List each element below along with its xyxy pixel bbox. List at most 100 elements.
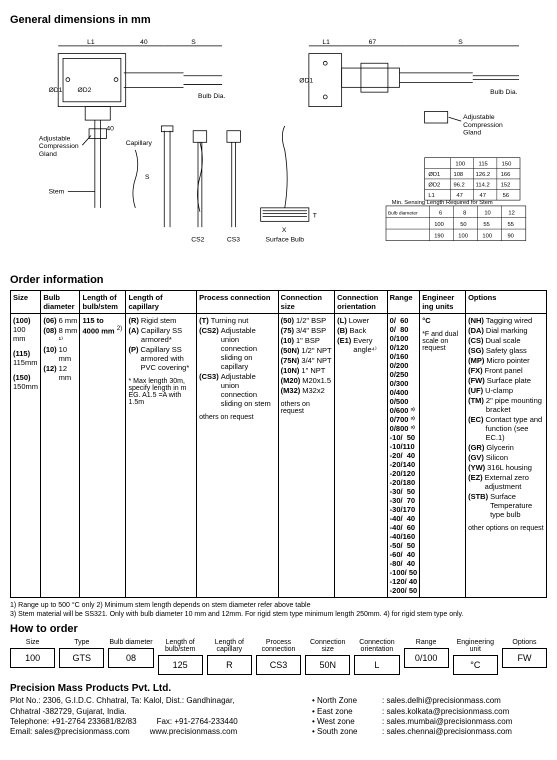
svg-text:Adjustable: Adjustable	[39, 135, 71, 142]
howto-label: Process connection	[256, 639, 301, 653]
order-cell-range: 0/ 600/ 800/1000/1200/1600/2000/2500/300…	[387, 314, 420, 598]
dimensions-diagram: L1 40 S ØD1 ØD2 Bulb Dia. Adjustable Com…	[10, 30, 547, 270]
order-cell: (R)Rigid stem(A)Capillary SS armored*(P)…	[126, 314, 197, 598]
howto-item: Length of capillary R	[207, 639, 252, 675]
svg-text:100: 100	[434, 222, 444, 228]
howto-value: 08	[108, 648, 153, 668]
company-fax: Fax: +91-2764-233440	[157, 717, 238, 727]
diagram-area: L1 40 S ØD1 ØD2 Bulb Dia. Adjustable Com…	[10, 30, 547, 270]
howto-value: FW	[502, 648, 547, 668]
howto-label: Length of bulb/stem	[158, 639, 203, 653]
svg-text:S: S	[458, 39, 463, 46]
howto-label: Range	[404, 639, 449, 646]
order-table: SizeBulb diameterLength of bulb/stemLeng…	[10, 290, 547, 598]
howto-value: CS3	[256, 655, 301, 675]
svg-text:100: 100	[458, 234, 468, 240]
svg-text:Gland: Gland	[463, 130, 481, 137]
svg-text:ØD1: ØD1	[299, 78, 313, 85]
svg-text:114.2: 114.2	[476, 183, 490, 189]
order-cell: °C*F and dual scale on request	[420, 314, 466, 598]
howto-value: 0/100	[404, 648, 449, 668]
svg-text:190: 190	[434, 234, 444, 240]
svg-text:Compression: Compression	[463, 122, 503, 129]
order-header: Options	[466, 291, 547, 314]
howto-label: Size	[10, 639, 55, 646]
howto-item: Length of bulb/stem 125	[158, 639, 203, 675]
order-cell: 115 to4000 mm 2)	[80, 314, 126, 598]
order-cell: (100)100 mm(115)115mm(150)150mm	[11, 314, 41, 598]
howto-item: Size 100	[10, 639, 55, 675]
company-block: Precision Mass Products Pvt. Ltd. Plot N…	[10, 683, 547, 738]
howto-value: 50N	[305, 655, 350, 675]
svg-text:Bulb Dia.: Bulb Dia.	[490, 89, 517, 96]
svg-text:55: 55	[507, 222, 513, 228]
svg-text:Capillary: Capillary	[126, 140, 153, 147]
howto-value: 125	[158, 655, 203, 675]
order-cell: (06)6 mm(08)8 mm ¹⁾(10)10 mm(12)12 mm	[41, 314, 80, 598]
howto-row: Size100TypeGTSBulb diameter08Length of b…	[10, 639, 547, 675]
svg-text:Compression: Compression	[39, 143, 79, 150]
svg-text:Bulb diameter: Bulb diameter	[388, 211, 418, 217]
howto-label: Connection orientation	[354, 639, 399, 653]
zone-row: • East zone: sales.kolkata@precisionmass…	[312, 707, 547, 717]
order-header: Length of capillary	[126, 291, 197, 314]
svg-text:Stem: Stem	[49, 188, 65, 195]
footnote-1: 1) Range up to 500 °C only 2) Minimum st…	[10, 601, 547, 610]
svg-text:40: 40	[140, 39, 148, 46]
svg-text:S: S	[145, 174, 150, 181]
howto-value: °C	[453, 655, 498, 675]
svg-text:Min. Sensing Length Required f: Min. Sensing Length Required for Stem	[392, 200, 493, 206]
order-cell: (L)Lower(B)Back(E1)Every angle⁴⁾	[335, 314, 388, 598]
howto-item: Connection size 50N	[305, 639, 350, 675]
order-cell: (T)Turning nut(CS2)Adjustable union conn…	[197, 314, 279, 598]
svg-text:8: 8	[463, 211, 466, 217]
svg-text:96.2: 96.2	[453, 183, 464, 189]
svg-text:100: 100	[455, 161, 465, 167]
svg-text:12: 12	[508, 211, 514, 217]
company-name: Precision Mass Products Pvt. Ltd.	[10, 683, 547, 694]
howto-value: R	[207, 655, 252, 675]
svg-text:50: 50	[460, 222, 466, 228]
order-header: Size	[11, 291, 41, 314]
svg-text:X: X	[282, 227, 287, 234]
svg-text:67: 67	[369, 39, 377, 46]
svg-text:L1: L1	[87, 39, 95, 46]
footnote-2: 3) Stem material will be SS321. Only wit…	[10, 610, 547, 619]
howto-label: Length of capillary	[207, 639, 252, 653]
svg-text:166: 166	[501, 172, 511, 178]
company-tel: Telephone: +91-2764 233681/82/83	[10, 717, 137, 727]
svg-text:Bulb Dia.: Bulb Dia.	[198, 93, 225, 100]
svg-text:126.2: 126.2	[476, 172, 490, 178]
howto-item: Bulb diameter 08	[108, 639, 153, 675]
order-cell: (50)1/2" BSP(75)3/4" BSP(10)1" BSP(50N)1…	[278, 314, 334, 598]
company-web: www.precisionmass.com	[150, 727, 238, 737]
svg-text:6: 6	[439, 211, 442, 217]
zone-row: • West zone: sales.mumbai@precisionmass.…	[312, 717, 547, 727]
howto-item: Connection orientation L	[354, 639, 399, 675]
order-cell: (NH)Tagging wired(DA)Dial marking(CS)Dua…	[466, 314, 547, 598]
howto-value: 100	[10, 648, 55, 668]
svg-text:115: 115	[479, 161, 488, 167]
svg-text:152: 152	[501, 183, 511, 189]
zone-row: • North Zone: sales.delhi@precisionmass.…	[312, 696, 547, 706]
howto-item: OptionsFW	[502, 639, 547, 675]
howto-value: GTS	[59, 648, 104, 668]
svg-text:47: 47	[480, 193, 486, 199]
howto-value: L	[354, 655, 399, 675]
svg-text:Gland: Gland	[39, 151, 57, 158]
howto-item: Range 0/100	[404, 639, 449, 675]
order-title: Order information	[10, 274, 547, 286]
svg-text:L1: L1	[428, 193, 434, 199]
howto-item: Process connection CS3	[256, 639, 301, 675]
svg-text:S: S	[191, 39, 196, 46]
company-email: Email: sales@precisionmass.com	[10, 727, 130, 737]
order-header: Engineer ing units	[420, 291, 466, 314]
zone-row: • South zone: sales.chennai@precisionmas…	[312, 727, 547, 737]
svg-text:100: 100	[482, 234, 492, 240]
howto-label: Bulb diameter	[108, 639, 153, 646]
howto-label: Connection size	[305, 639, 350, 653]
howto-title: How to order	[10, 623, 547, 635]
order-header: Connection size	[278, 291, 334, 314]
svg-text:10: 10	[484, 211, 490, 217]
howto-item: Engineering unit°C	[453, 639, 498, 675]
